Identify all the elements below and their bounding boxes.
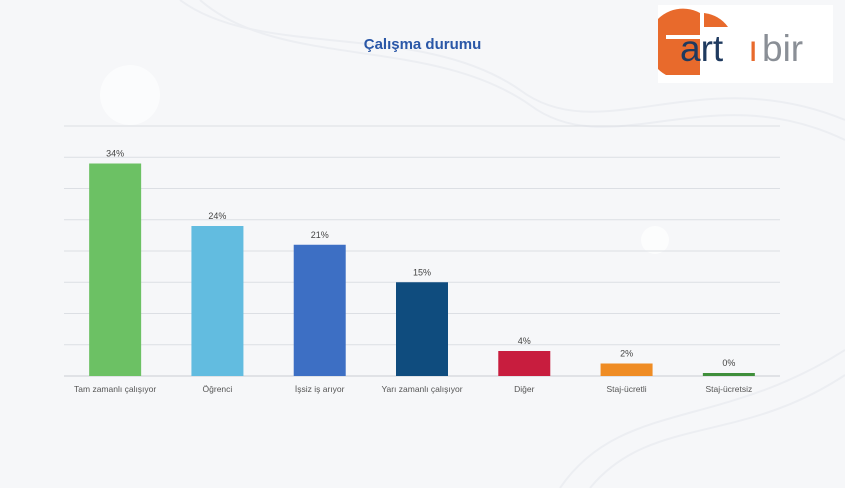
logo-text-art: art bbox=[680, 28, 724, 69]
data-label: 4% bbox=[518, 336, 531, 346]
chart-title: Çalışma durumu bbox=[363, 36, 482, 53]
category-tick-label: Staj-ücretli bbox=[606, 384, 646, 394]
data-label: 21% bbox=[311, 230, 329, 240]
bar bbox=[396, 282, 448, 376]
category-tick-label: İşsiz iş arıyor bbox=[295, 384, 345, 394]
data-label: 15% bbox=[413, 267, 431, 277]
bar bbox=[89, 163, 142, 376]
bar bbox=[191, 226, 244, 376]
category-tick-label: Öğrenci bbox=[203, 384, 233, 394]
bar bbox=[293, 244, 346, 376]
data-label: 24% bbox=[208, 211, 226, 221]
category-tick-label: Staj-ücretsiz bbox=[705, 384, 752, 394]
bar bbox=[600, 363, 653, 376]
artibir-logo: art ı bir bbox=[658, 5, 833, 83]
bar bbox=[702, 373, 755, 376]
data-label: 2% bbox=[620, 349, 633, 359]
logo-cross-icon bbox=[658, 8, 728, 75]
logo-text-i: ı bbox=[748, 28, 759, 69]
category-tick-label: Diğer bbox=[514, 384, 534, 394]
bar bbox=[498, 351, 551, 376]
category-tick-label: Tam zamanlı çalışıyor bbox=[74, 384, 156, 394]
data-label: 34% bbox=[106, 149, 124, 159]
data-label: 0% bbox=[722, 358, 735, 368]
logo-text-bir: bir bbox=[762, 28, 804, 69]
category-tick-label: Yarı zamanlı çalışıyor bbox=[381, 384, 462, 394]
